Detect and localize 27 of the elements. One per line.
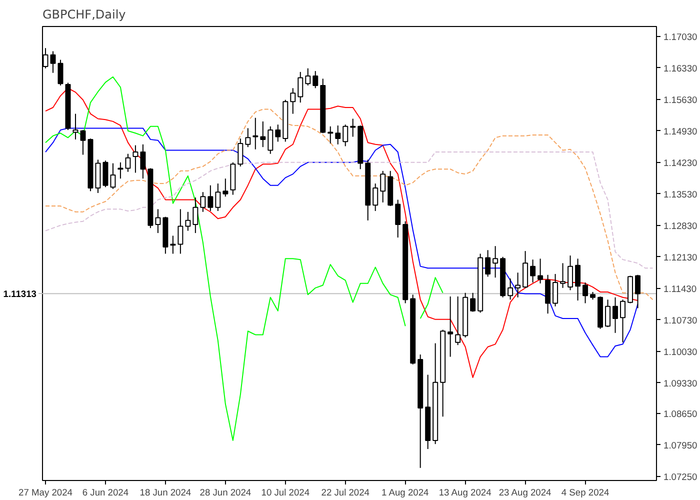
y-tick-label: 1.10730 <box>664 315 698 326</box>
y-tick-label: 1.13530 <box>664 189 698 200</box>
x-tick-label: 27 May 2024 <box>18 488 72 498</box>
y-tick-label: 1.12830 <box>664 220 698 231</box>
y-tick-label: 1.10030 <box>664 346 698 357</box>
x-tick-label: 10 Jul 2024 <box>261 488 310 498</box>
x-tick-label: 13 Aug 2024 <box>438 488 492 498</box>
x-tick-label: 4 Sep 2024 <box>561 488 610 498</box>
x-tick-label: 6 Jun 2024 <box>82 488 129 498</box>
y-tick-label: 1.07250 <box>664 472 698 482</box>
y-tick-label: 1.15630 <box>664 94 698 105</box>
y-tick-label: 1.17030 <box>664 32 698 42</box>
y-tick-label: 1.14930 <box>664 126 698 136</box>
x-tick-label: 22 Jul 2024 <box>321 488 370 498</box>
y-tick-label: 1.08650 <box>664 408 698 419</box>
y-tick-label: 1.14230 <box>664 158 698 168</box>
y-tick-label: 1.07950 <box>664 440 698 450</box>
x-tick-label: 23 Aug 2024 <box>498 488 552 498</box>
x-tick-label: 18 Jun 2024 <box>140 488 192 498</box>
y-tick-label: 1.11430 <box>664 284 697 294</box>
x-tick-label: 28 Jun 2024 <box>200 488 252 498</box>
y-tick-label: 1.16330 <box>664 63 698 74</box>
chart-title: GBPCHF,Daily <box>42 8 126 22</box>
y-tick-label: 1.09330 <box>664 378 698 388</box>
y-tick-label: 1.12130 <box>664 252 698 262</box>
ref-line-label: 1.11313 <box>3 289 37 300</box>
x-tick-label: 1 Aug 2024 <box>381 488 429 498</box>
